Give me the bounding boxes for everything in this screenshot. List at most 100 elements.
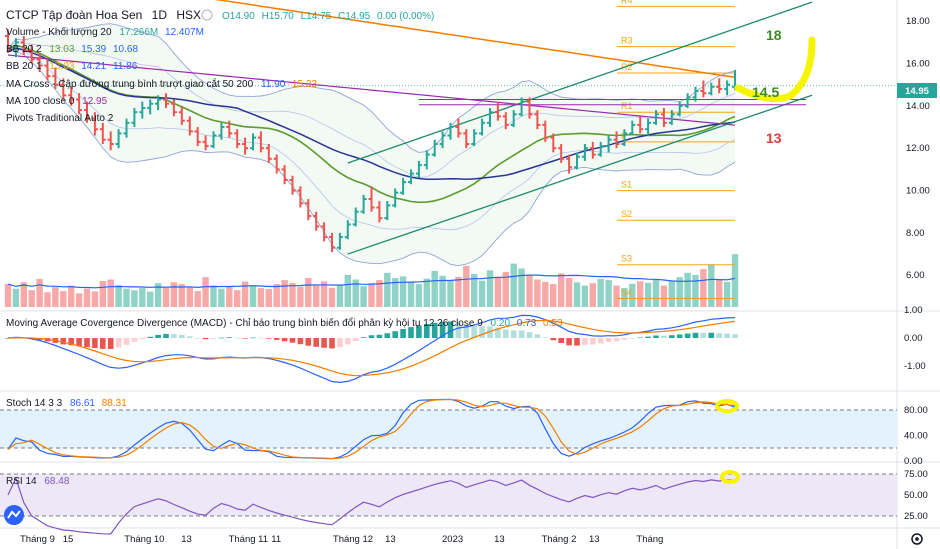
- symbol-name[interactable]: CTCP Tập đoàn Hoa Sen: [6, 8, 142, 22]
- price-tick-label: 18.00: [906, 16, 930, 27]
- volume-label: Volume - Khối lượng 20: [6, 26, 112, 38]
- volume-bar: [162, 286, 170, 307]
- volume-bar: [75, 293, 83, 308]
- stoch-label: Stoch 14 3 3: [6, 398, 63, 409]
- macd-histogram-bar: [281, 338, 288, 342]
- stoch-d-line: [7, 398, 736, 460]
- bb1-label: BB 20 1: [6, 61, 42, 72]
- macd-histogram-bar: [724, 333, 730, 338]
- volume-bar: [28, 290, 35, 307]
- macd-histogram-bar: [234, 337, 240, 339]
- macd-histogram-bar: [597, 338, 604, 344]
- legend-ma100[interactable]: MA 100 close 0 12.95: [6, 96, 108, 107]
- macd-histogram-bar: [455, 322, 462, 338]
- volume-bar: [534, 279, 541, 307]
- volume-bar: [629, 283, 636, 307]
- macd-histogram-bar: [297, 338, 304, 345]
- volume-bar: [415, 284, 423, 307]
- highlight-arrow-up: [734, 36, 816, 103]
- legend-bb1[interactable]: BB 20 1 13.03 14.21 11.86: [6, 61, 138, 72]
- price-tick-label: 14.00: [906, 101, 930, 112]
- volume-bar: [376, 280, 383, 307]
- macd-histogram-bar: [250, 337, 256, 339]
- volume-bar: [407, 281, 415, 307]
- bb2-v1: 13.03: [49, 44, 74, 55]
- macd-histogram-bar: [242, 338, 248, 339]
- volume-bar: [218, 288, 225, 307]
- volume-bar: [518, 268, 525, 307]
- volume-bar: [178, 284, 185, 307]
- price-axis[interactable]: 18.00 16.00 14.00 12.00 10.00 8.00 6.00 1.00 0.0…: [904, 16, 930, 522]
- macd-legend[interactable]: Moving Average Covergence Divergence (MA…: [6, 317, 563, 329]
- macd-histogram-bar: [669, 335, 675, 338]
- volume-bar: [510, 263, 517, 307]
- macd-histogram-bar: [273, 338, 280, 340]
- ohlc-change: 0.00 (0.00%): [377, 11, 434, 22]
- macd-histogram-bar: [534, 334, 541, 338]
- volume-bar: [194, 291, 201, 307]
- ma100-line: [7, 54, 736, 126]
- macd-histogram-bar: [700, 332, 707, 338]
- ma100-v1: 12.95: [82, 96, 107, 107]
- macd-histogram-bar: [218, 337, 225, 339]
- interval[interactable]: 1D: [152, 8, 168, 22]
- volume-bar: [123, 288, 130, 307]
- volume-bar: [99, 281, 106, 307]
- legend-bb2[interactable]: BB 20 2 13.03 15.39 10.68: [6, 44, 138, 55]
- macd-histogram-bar: [76, 338, 82, 347]
- volume-bar: [478, 280, 486, 307]
- time-axis[interactable]: Tháng 9 15 Tháng 10 13 Tháng 11 11 Tháng 12 13 2…: [20, 534, 663, 545]
- macd-histogram-bar: [447, 321, 454, 338]
- ohlc-high: H15.70: [262, 11, 295, 22]
- legend-pivots[interactable]: Pivots Traditional Auto 2: [6, 113, 114, 124]
- volume-bar: [447, 280, 454, 307]
- macd-tick-label: 1.00: [904, 305, 923, 316]
- volume-bar: [439, 275, 446, 307]
- rsi-legend[interactable]: RSI 14 68.48: [6, 476, 70, 487]
- macd-histogram-bar: [202, 338, 209, 340]
- time-tick-label: Tháng 10: [124, 534, 164, 545]
- time-tick-label: 13: [494, 534, 505, 545]
- macd-histogram-bar: [566, 338, 572, 346]
- exchange: HSX: [176, 8, 201, 22]
- volume-bars: [4, 254, 739, 308]
- settings-gear-icon[interactable]: [911, 533, 923, 545]
- volume-bar: [392, 278, 399, 307]
- volume-bar: [68, 285, 75, 307]
- pivot-levels: R4R3R2R1PS1S2S3S4: [617, 0, 735, 299]
- macd-histogram-bar: [526, 332, 533, 338]
- volume-bar: [526, 275, 533, 307]
- ohlc-low: L14.75: [301, 11, 332, 22]
- macd-histogram-bar: [558, 338, 564, 343]
- macd-histogram-bar: [708, 332, 715, 338]
- trend-resistance-line: [347, 1, 813, 164]
- macd-histogram-bar: [345, 338, 351, 345]
- macd-histogram-bar: [368, 335, 375, 338]
- stoch-legend[interactable]: Stoch 14 3 3 86.61 88.31: [6, 398, 127, 409]
- volume-bar: [170, 282, 178, 307]
- bb1-v3: 11.86: [113, 61, 138, 72]
- market-status-icon: [201, 9, 213, 21]
- ma50-line: [7, 47, 736, 181]
- time-tick-label: 2023: [442, 534, 463, 545]
- volume-bar: [613, 285, 620, 307]
- volume-v1: 17.266M: [119, 27, 158, 38]
- macd-histogram-bar: [226, 337, 233, 338]
- volume-bar: [708, 264, 715, 307]
- stoch-highlight: [715, 399, 739, 413]
- volume-bar: [210, 285, 217, 307]
- ohlc-open: O14.90: [222, 11, 255, 22]
- legend-volume[interactable]: Volume - Khối lượng 20 17.266M 12.407M: [6, 26, 204, 38]
- macd-histogram-bar: [68, 338, 74, 346]
- macd-histogram-bar: [147, 336, 153, 338]
- volume-bar: [471, 274, 478, 307]
- settings-gear-center: [915, 537, 919, 541]
- volume-bar: [12, 288, 20, 307]
- volume-bar: [700, 269, 707, 307]
- volume-bar: [313, 285, 320, 307]
- volume-bar: [542, 281, 549, 307]
- macd-histogram-bar: [123, 338, 130, 345]
- rsi-v1: 68.48: [44, 476, 69, 487]
- legend-macross[interactable]: MA Cross - Cập đường trung bình trượt gi…: [6, 77, 318, 90]
